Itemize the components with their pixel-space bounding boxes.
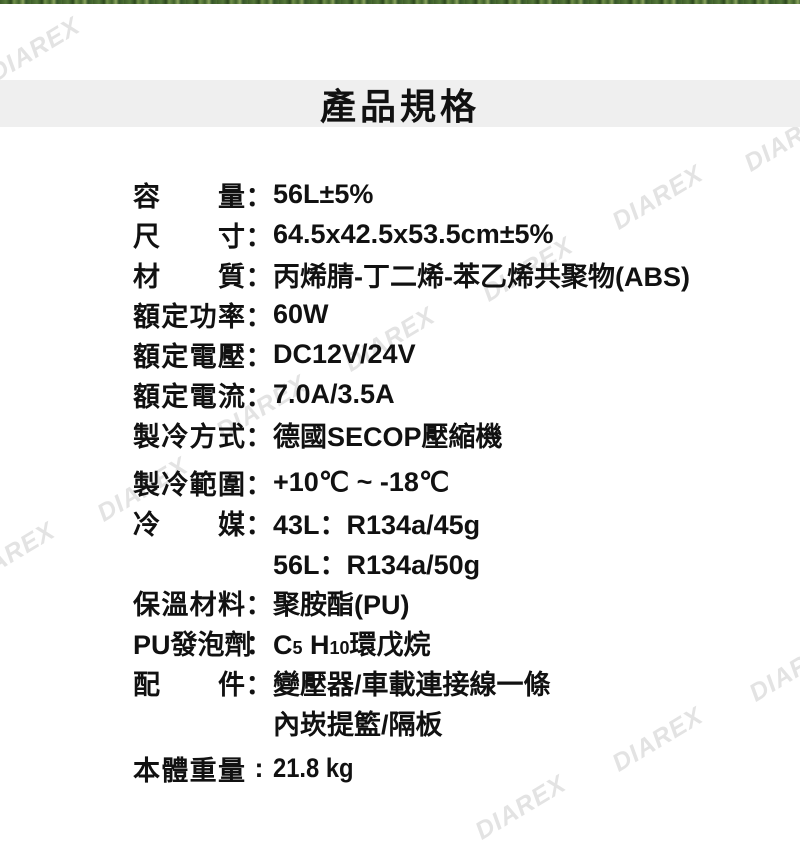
spec-row-refrigerant-line2: 56L：R134a/50g: [133, 542, 793, 582]
spec-row-refrigerant: 冷媒： 43L：R134a/45g: [133, 502, 793, 542]
spec-row-rated-power: 額定功率： 60W: [133, 294, 793, 334]
spec-value: DC12V/24V: [273, 338, 416, 369]
spec-label: 額定電流: [133, 381, 245, 412]
spec-row-material: 材質：丙烯腈-丁二烯-苯乙烯共聚物(ABS): [133, 254, 793, 294]
spec-colon: ：: [245, 381, 273, 412]
chem-subscript: 10: [329, 637, 350, 658]
diarex-watermark: DIAREX: [0, 516, 61, 593]
spec-row-accessories: 配件：變壓器/車載連接線一條: [133, 662, 793, 702]
spec-row-cooling-method: 製冷方式：德國SECOP壓縮機: [133, 414, 793, 454]
spec-value: 丙烯腈-丁二烯-苯乙烯共聚物(ABS): [273, 261, 690, 292]
spec-colon: ：: [245, 629, 273, 660]
spec-colon: ：: [245, 181, 273, 212]
spec-label: 冷媒: [133, 509, 245, 540]
spec-row-rated-voltage: 額定電壓： DC12V/24V: [133, 334, 793, 374]
spec-colon: ：: [245, 509, 273, 540]
spec-colon: ：: [245, 261, 273, 292]
spec-row-rated-current: 額定電流： 7.0A/3.5A: [133, 374, 793, 414]
spec-row-net-weight: 本體重量:21.8 kg: [133, 748, 793, 788]
chem-symbol: H: [302, 629, 330, 660]
spec-label: 尺寸: [133, 221, 245, 252]
chem-subscript: 5: [292, 637, 303, 658]
chem-symbol: C: [273, 629, 293, 660]
page-title: 產品規格: [319, 85, 480, 127]
spec-value: 56L：R134a/50g: [273, 549, 481, 580]
chem-name: 環戊烷: [349, 629, 431, 660]
spec-colon: :: [254, 752, 264, 783]
spec-colon: ：: [245, 469, 273, 500]
spec-colon: ：: [245, 589, 273, 620]
spec-value: 聚胺酯(PU): [273, 589, 410, 620]
spec-value: 21.8 kg: [273, 752, 354, 783]
spec-label: 容量: [133, 181, 245, 212]
spec-label: 配件: [133, 669, 245, 700]
spec-value: 43L：R134a/45g: [273, 509, 481, 540]
spec-value: 56L±5%: [273, 178, 374, 209]
spec-colon: ：: [245, 341, 273, 372]
spec-value: 60W: [273, 298, 329, 329]
spec-colon: ：: [245, 301, 273, 332]
spec-value: C5 H10環戊烷: [273, 623, 431, 662]
spec-value: 德國SECOP壓縮機: [273, 421, 503, 452]
spec-row-cooling-range: 製冷範圍： +10℃ ~ -18℃: [133, 462, 793, 502]
spec-colon: ：: [245, 669, 273, 700]
grass-photo-edge: [0, 0, 800, 4]
spec-value: 內崁提籃/隔板: [273, 709, 443, 740]
spec-row-pu-foaming-agent: PU發泡劑： C5 H10環戊烷: [133, 622, 793, 662]
spec-label: 製冷方式: [133, 421, 245, 452]
diarex-watermark: DIAREX: [0, 11, 86, 88]
spec-value: 變壓器/車載連接線一條: [273, 669, 551, 700]
spec-label: 本體重量: [133, 755, 245, 786]
spec-label: 保溫材料: [133, 589, 245, 620]
spec-label: 材質: [133, 261, 245, 292]
spec-label: PU發泡劑: [133, 629, 252, 660]
spec-label: 製冷範圍: [133, 469, 245, 500]
spec-label: 額定功率: [133, 301, 245, 332]
spec-list: 容量： 56L±5% 尺寸： 64.5x42.5x53.5cm±5% 材質：丙烯腈-…: [133, 174, 793, 788]
spec-row-accessories-line2: 內崁提籃/隔板: [133, 702, 793, 742]
spec-label: 額定電壓: [133, 341, 245, 372]
title-band: 產品規格: [0, 80, 800, 127]
spec-value: 7.0A/3.5A: [273, 378, 395, 409]
spec-value: +10℃ ~ -18℃: [273, 466, 450, 497]
spec-row-insulation-material: 保溫材料：聚胺酯(PU): [133, 582, 793, 622]
spec-row-dimensions: 尺寸： 64.5x42.5x53.5cm±5%: [133, 214, 793, 254]
spec-row-capacity: 容量： 56L±5%: [133, 174, 793, 214]
spec-colon: ：: [245, 421, 273, 452]
spec-value: 64.5x42.5x53.5cm±5%: [273, 218, 554, 249]
spec-colon: ：: [245, 221, 273, 252]
